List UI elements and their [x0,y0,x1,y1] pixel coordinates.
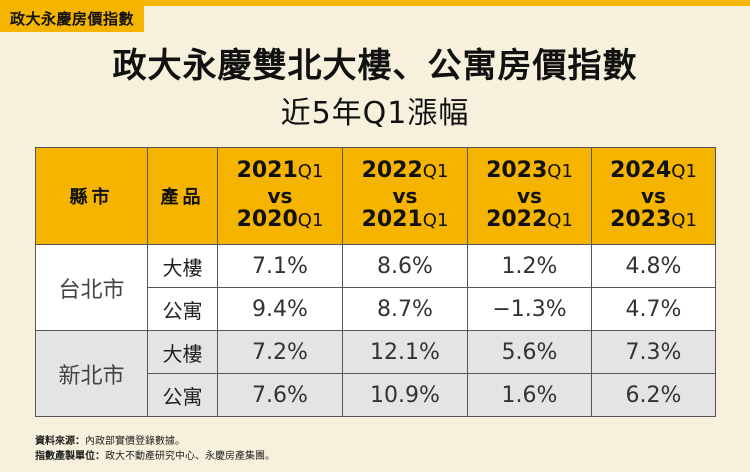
period-top-year: 2022 [361,158,423,183]
value-cell: 12.1% [342,330,468,374]
footnote-producer-text: 政大不動產研究中心、永慶房產集團。 [105,451,275,462]
period-top-year: 2023 [486,158,548,183]
footnote-source: 資料來源：內政部實價登錄數據。 [35,432,185,447]
city-cell: 台北市 [35,244,148,331]
period-bottom-year: 2021 [361,207,423,232]
period-vs: vs [641,184,666,208]
period-bottom-q: Q1 [297,210,324,231]
value-cell: 6.2% [591,373,716,417]
table-header-row: 縣市 產品 2021Q1 vs 2020Q1 2022Q1 vs 2021Q1 … [35,147,716,245]
footnote-producer-label: 指數產製單位： [35,451,105,462]
table-row: 公寓 7.6% 10.9% 1.6% 6.2% [36,373,716,417]
footnote-producer: 指數產製單位：政大不動產研究中心、永慶房產集團。 [35,447,275,462]
header-product: 產品 [147,147,218,245]
period-bottom-year: 2023 [610,207,672,232]
value-cell: 1.6% [467,373,592,417]
value-cell: 8.7% [342,287,468,331]
value-cell: 9.4% [217,287,343,331]
value-cell: 4.8% [591,244,716,288]
page-subtitle: 近5年Q1漲幅 [280,96,470,131]
product-cell: 大樓 [147,330,218,374]
period-top-year: 2021 [236,158,298,183]
period-bottom-year: 2020 [236,207,298,232]
page-title: 政大永慶雙北大樓、公寓房價指數 [112,46,638,86]
period-bottom-q: Q1 [671,210,697,231]
city-cell: 新北市 [35,330,148,417]
period-top-q: Q1 [422,161,449,182]
top-accent-bar [0,0,750,6]
header-period-2: 2022Q1 vs 2021Q1 [342,147,468,245]
header-period-3: 2023Q1 vs 2022Q1 [467,147,592,245]
table-row: 公寓 9.4% 8.7% −1.3% 4.7% [36,287,716,331]
table-row: 新北市 大樓 7.2% 12.1% 5.6% 7.3% [35,330,716,417]
period-top-q: Q1 [671,161,697,182]
period-vs: vs [267,184,293,208]
header-period-4: 2024Q1 vs 2023Q1 [591,147,716,245]
period-vs: vs [517,184,542,208]
value-cell: 7.1% [217,244,343,288]
value-cell: 8.6% [342,244,468,288]
period-top-q: Q1 [547,161,573,182]
period-bottom-q: Q1 [547,210,573,231]
product-cell: 公寓 [147,287,218,331]
value-cell: 4.7% [591,287,716,331]
value-cell: −1.3% [467,287,592,331]
value-cell: 7.2% [217,330,343,374]
value-cell: 5.6% [467,330,592,374]
brand-logo: 政大永慶房價指數 [0,4,145,32]
footnote-source-text: 內政部實價登錄數據。 [85,436,185,447]
footnote-source-label: 資料來源： [35,436,85,447]
product-cell: 公寓 [147,373,218,417]
value-cell: 10.9% [342,373,468,417]
header-county: 縣市 [35,147,148,245]
value-cell: 7.6% [217,373,343,417]
period-bottom-q: Q1 [422,210,449,231]
table-row: 台北市 大樓 7.1% 8.6% 1.2% 4.8% [35,244,716,331]
period-top-q: Q1 [297,161,324,182]
header-period-1: 2021Q1 vs 2020Q1 [217,147,343,245]
price-index-table: 縣市 產品 2021Q1 vs 2020Q1 2022Q1 vs 2021Q1 … [35,147,716,417]
period-vs: vs [392,184,418,208]
period-top-year: 2024 [610,158,672,183]
value-cell: 1.2% [467,244,592,288]
value-cell: 7.3% [591,330,716,374]
product-cell: 大樓 [147,244,218,288]
period-bottom-year: 2022 [486,207,548,232]
